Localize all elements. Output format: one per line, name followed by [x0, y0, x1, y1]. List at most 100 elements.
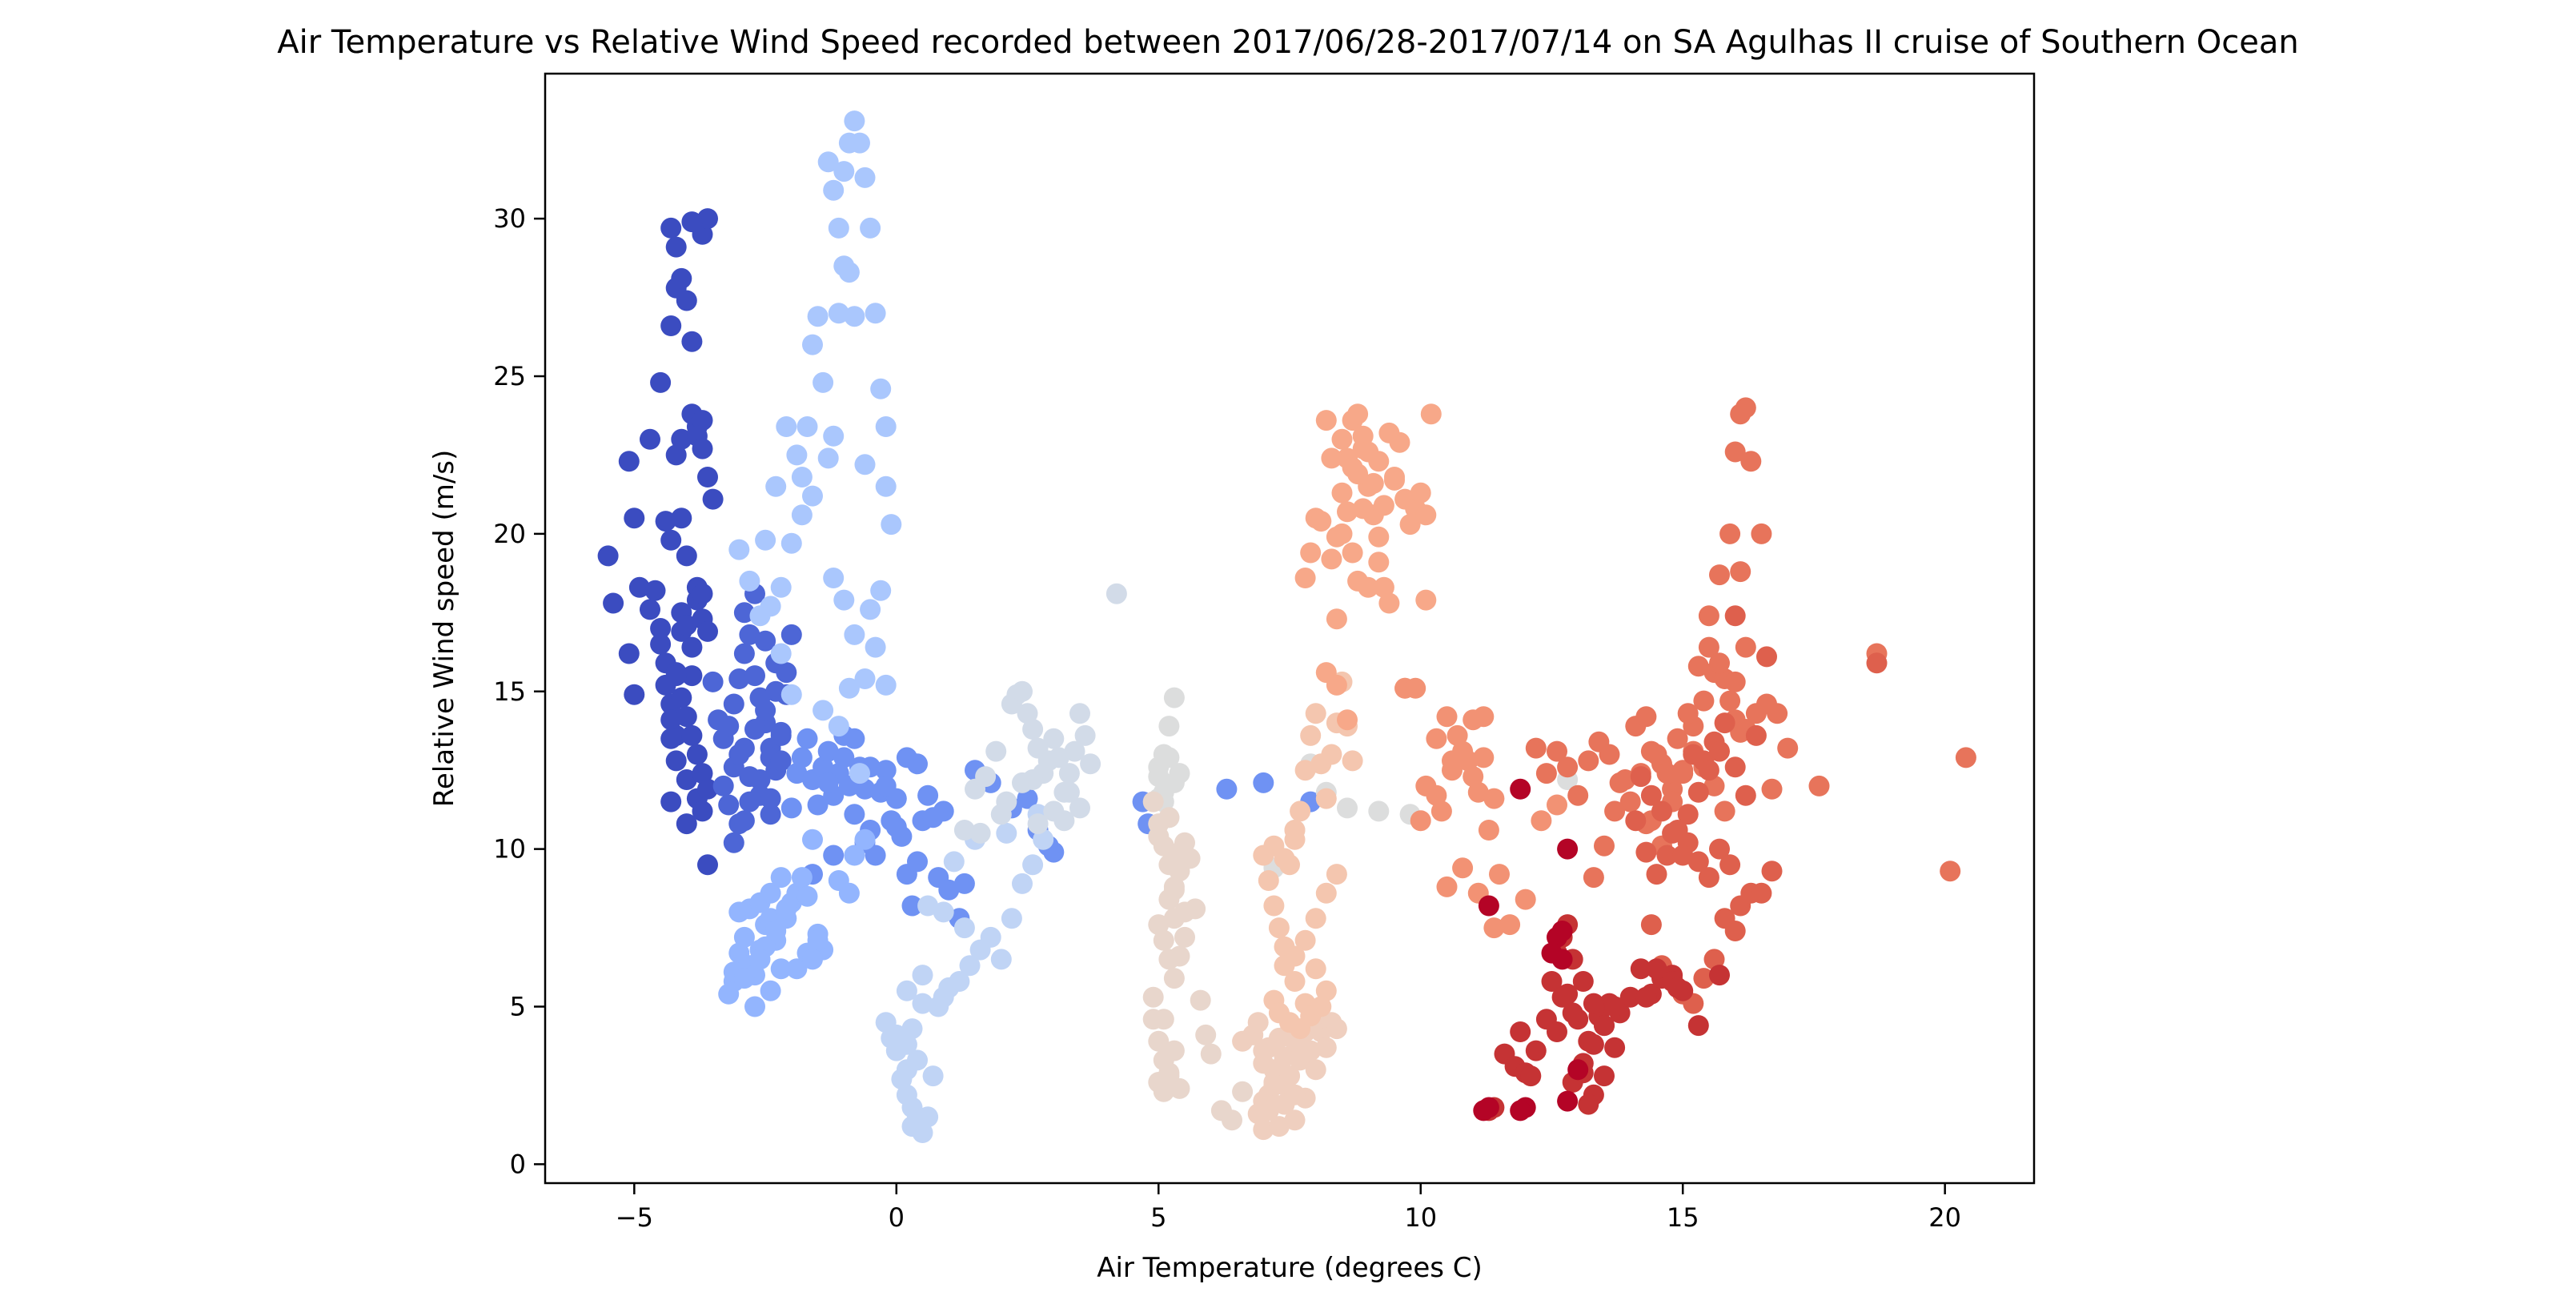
data-point [1478, 1097, 1499, 1118]
data-point [1337, 501, 1358, 523]
data-point [1515, 889, 1536, 910]
data-point [802, 334, 823, 355]
data-point [676, 615, 697, 636]
data-point [875, 760, 897, 781]
data-point [980, 926, 1001, 948]
data-point [1290, 800, 1311, 822]
data-point [597, 545, 619, 567]
data-point [807, 794, 829, 816]
data-point [1368, 800, 1390, 822]
data-point [849, 132, 870, 154]
data-point [1258, 870, 1279, 891]
data-point [1337, 797, 1358, 819]
data-point [1300, 542, 1322, 564]
data-point [644, 580, 666, 601]
data-point [1216, 778, 1238, 800]
data-point [1687, 781, 1709, 803]
data-point [1625, 810, 1647, 832]
data-point [1446, 724, 1468, 746]
data-point [1294, 568, 1316, 588]
data-point [1378, 592, 1400, 614]
data-point [1069, 797, 1090, 819]
data-point [996, 822, 1017, 844]
data-point [813, 371, 834, 393]
data-point [1756, 646, 1777, 668]
data-point [802, 485, 823, 507]
data-point [1547, 794, 1567, 816]
data-point [770, 643, 792, 664]
data-point [1687, 851, 1709, 873]
data-point [671, 267, 692, 289]
data-point [1064, 740, 1085, 762]
data-point [1583, 993, 1604, 1014]
data-point [901, 1018, 923, 1040]
data-point [953, 873, 975, 894]
data-point [755, 700, 776, 721]
data-point [1594, 1065, 1615, 1087]
data-point [681, 636, 703, 658]
data-point [1169, 1077, 1190, 1099]
data-point [1290, 1033, 1311, 1055]
y-tick-label: 30 [493, 203, 526, 234]
data-point [733, 643, 755, 664]
data-point [1735, 636, 1756, 658]
data-point [854, 829, 876, 850]
series-1 [702, 583, 802, 853]
data-point [1709, 564, 1730, 586]
data-point [1331, 428, 1353, 450]
data-point [1148, 914, 1170, 936]
data-point [760, 788, 781, 809]
data-point [770, 576, 792, 598]
data-point [1169, 841, 1190, 863]
data-point [1677, 703, 1699, 724]
data-point [1148, 1030, 1170, 1052]
data-point [1693, 690, 1715, 712]
data-point [697, 467, 718, 487]
data-point [1724, 921, 1746, 941]
data-point [1687, 1015, 1709, 1037]
y-tick-label: 0 [510, 1149, 526, 1179]
data-point [1022, 769, 1044, 790]
data-point [1551, 986, 1573, 1008]
series-16 [1473, 778, 1589, 1121]
data-point [723, 693, 744, 715]
data-point [1646, 958, 1667, 980]
data-point [1315, 882, 1337, 904]
data-point [618, 451, 640, 472]
data-point [660, 709, 682, 731]
data-point [1174, 926, 1195, 948]
data-point [1656, 763, 1678, 784]
data-point [1043, 728, 1065, 749]
data-point [1247, 1012, 1269, 1033]
data-point [1478, 895, 1499, 917]
data-point [1510, 1021, 1531, 1042]
data-point [776, 898, 797, 920]
data-point [796, 728, 818, 749]
data-point [1053, 810, 1075, 832]
data-point [870, 378, 892, 399]
data-point [854, 167, 876, 188]
data-point [1326, 674, 1347, 696]
data-point [1315, 788, 1337, 809]
series-3 [718, 829, 876, 1017]
data-point [1693, 968, 1715, 989]
data-point [1232, 1081, 1254, 1102]
data-point [692, 763, 713, 784]
data-point [1698, 605, 1719, 627]
data-point [1604, 1037, 1626, 1058]
data-point [844, 804, 865, 825]
data-point [1294, 929, 1316, 951]
data-point [828, 217, 849, 239]
data-point [760, 980, 781, 1001]
data-point [749, 605, 771, 627]
data-point [681, 724, 703, 746]
data-point [1583, 1033, 1604, 1055]
data-point [938, 879, 960, 901]
data-point [1200, 1043, 1222, 1065]
data-point [1761, 778, 1783, 800]
data-point [1420, 403, 1442, 425]
data-point [1331, 523, 1353, 544]
data-point [875, 416, 897, 437]
data-point [875, 775, 897, 796]
